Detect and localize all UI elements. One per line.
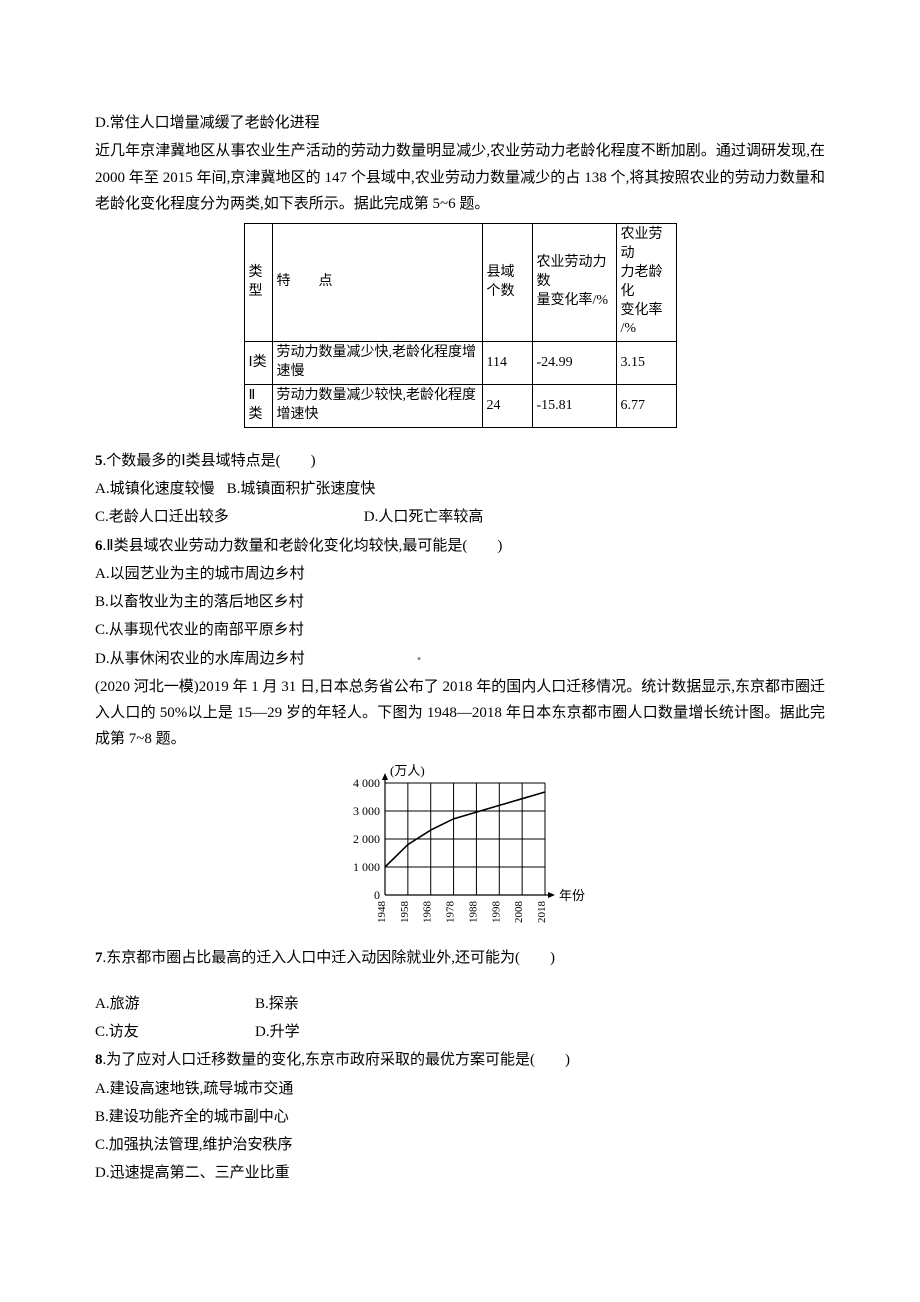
cell: 6.77 <box>616 385 676 428</box>
svg-text:2018: 2018 <box>536 900 548 923</box>
svg-text:1958: 1958 <box>399 900 411 923</box>
q8-text: .为了应对人口迁移数量的变化,东京市政府采取的最优方案可能是( ) <box>103 1052 571 1068</box>
q5-options-cd: C.老龄人口迁出较多 D.人口死亡率较高 <box>95 504 825 530</box>
q5-options-ab: A.城镇化速度较慢 B.城镇面积扩张速度快 <box>95 476 825 502</box>
cell: 114 <box>482 342 532 385</box>
q7-c: C.访友 <box>95 1019 255 1045</box>
q8-d: D.迅速提高第二、三产业比重 <box>95 1160 825 1186</box>
chart-svg: (万人) 0 1 000 2 000 3 000 4 000 1948 1958 1968 197… <box>330 761 590 941</box>
cell: 3.15 <box>616 342 676 385</box>
q6-b: B.以畜牧业为主的落后地区乡村 <box>95 589 825 615</box>
q7-b: B.探亲 <box>255 991 299 1017</box>
q6-d-row: D.从事休闲农业的水库周边乡村 ▪ <box>95 646 825 672</box>
q6-a: A.以园艺业为主的城市周边乡村 <box>95 561 825 587</box>
cell: 劳动力数量减少快,老龄化程度增速慢 <box>272 342 482 385</box>
question-7-stem: 7.东京都市圈占比最高的迁入人口中迁入动因除就业外,还可能为( ) <box>95 945 825 971</box>
qnum-7: 7 <box>95 950 103 966</box>
passage-2: (2020 河北一模)2019 年 1 月 31 日,日本总务省公布了 2018… <box>95 674 825 753</box>
data-table-wrap: 类型 特 点 县域个数 农业劳动力数 量变化率/% 农业劳动 力老龄化 变化率 … <box>95 223 825 428</box>
svg-text:(万人): (万人) <box>390 763 425 778</box>
th-feature: 特 点 <box>272 224 482 342</box>
q5-a: A.城镇化速度较慢 <box>95 476 215 502</box>
svg-text:1998: 1998 <box>490 900 502 923</box>
q8-a: A.建设高速地铁,疏导城市交通 <box>95 1076 825 1102</box>
question-5-stem: 5.个数最多的Ⅰ类县域特点是( ) <box>95 448 825 474</box>
qnum-6: 6 <box>95 538 103 554</box>
svg-text:1 000: 1 000 <box>353 860 380 874</box>
svg-text:0: 0 <box>374 888 380 902</box>
svg-text:1968: 1968 <box>422 900 434 923</box>
th-count: 县域个数 <box>482 224 532 342</box>
passage-1: 近几年京津冀地区从事农业生产活动的劳动力数量明显减少,农业劳动力老龄化程度不断加… <box>95 138 825 217</box>
cell: -15.81 <box>532 385 616 428</box>
q7-options-cd: C.访友D.升学 <box>95 1019 825 1045</box>
cell: Ⅱ类 <box>244 385 272 428</box>
question-8-stem: 8.为了应对人口迁移数量的变化,东京市政府采取的最优方案可能是( ) <box>95 1047 825 1073</box>
th-labor-rate: 农业劳动力数 量变化率/% <box>532 224 616 342</box>
svg-text:2008: 2008 <box>513 900 525 923</box>
table-row: Ⅰ类 劳动力数量减少快,老龄化程度增速慢 114 -24.99 3.15 <box>244 342 676 385</box>
data-table: 类型 特 点 县域个数 农业劳动力数 量变化率/% 农业劳动 力老龄化 变化率 … <box>244 223 677 428</box>
cell: 劳动力数量减少较快,老龄化程度增速快 <box>272 385 482 428</box>
cell: Ⅰ类 <box>244 342 272 385</box>
q5-d: D.人口死亡率较高 <box>364 504 484 530</box>
qnum-5: 5 <box>95 453 103 469</box>
q6-c: C.从事现代农业的南部平原乡村 <box>95 617 825 643</box>
spacer <box>95 973 825 991</box>
svg-text:1948: 1948 <box>376 900 388 923</box>
q8-b: B.建设功能齐全的城市副中心 <box>95 1104 825 1130</box>
marker-icon: ▪ <box>417 653 421 665</box>
chart-wrap: (万人) 0 1 000 2 000 3 000 4 000 1948 1958 1968 197… <box>95 761 825 941</box>
option-d-prev: D.常住人口增量减缓了老龄化进程 <box>95 110 825 136</box>
cell: -24.99 <box>532 342 616 385</box>
svg-text:年份: 年份 <box>559 888 585 903</box>
cell: 24 <box>482 385 532 428</box>
table-header-row: 类型 特 点 县域个数 农业劳动力数 量变化率/% 农业劳动 力老龄化 变化率 … <box>244 224 676 342</box>
q5-b: B.城镇面积扩张速度快 <box>227 476 376 502</box>
svg-text:1978: 1978 <box>445 900 457 923</box>
q7-options-ab: A.旅游B.探亲 <box>95 991 825 1017</box>
q7-a: A.旅游 <box>95 991 255 1017</box>
q5-text: .个数最多的Ⅰ类县域特点是( ) <box>103 453 316 469</box>
svg-text:1988: 1988 <box>467 900 479 923</box>
svg-text:4 000: 4 000 <box>353 776 380 790</box>
q7-d: D.升学 <box>255 1019 300 1045</box>
th-type: 类型 <box>244 224 272 342</box>
th-aging-rate: 农业劳动 力老龄化 变化率 /% <box>616 224 676 342</box>
table-row: Ⅱ类 劳动力数量减少较快,老龄化程度增速快 24 -15.81 6.77 <box>244 385 676 428</box>
q7-text: .东京都市圈占比最高的迁入人口中迁入动因除就业外,还可能为( ) <box>103 950 556 966</box>
q5-c: C.老龄人口迁出较多 <box>95 504 229 530</box>
qnum-8: 8 <box>95 1052 103 1068</box>
population-chart: (万人) 0 1 000 2 000 3 000 4 000 1948 1958 1968 197… <box>330 761 590 941</box>
svg-text:2 000: 2 000 <box>353 832 380 846</box>
svg-text:3 000: 3 000 <box>353 804 380 818</box>
question-6-stem: 6.Ⅱ类县域农业劳动力数量和老龄化变化均较快,最可能是( ) <box>95 533 825 559</box>
q8-c: C.加强执法管理,维护治安秩序 <box>95 1132 825 1158</box>
q6-text: .Ⅱ类县域农业劳动力数量和老龄化变化均较快,最可能是( ) <box>103 538 503 554</box>
q6-d: D.从事休闲农业的水库周边乡村 <box>95 651 305 667</box>
